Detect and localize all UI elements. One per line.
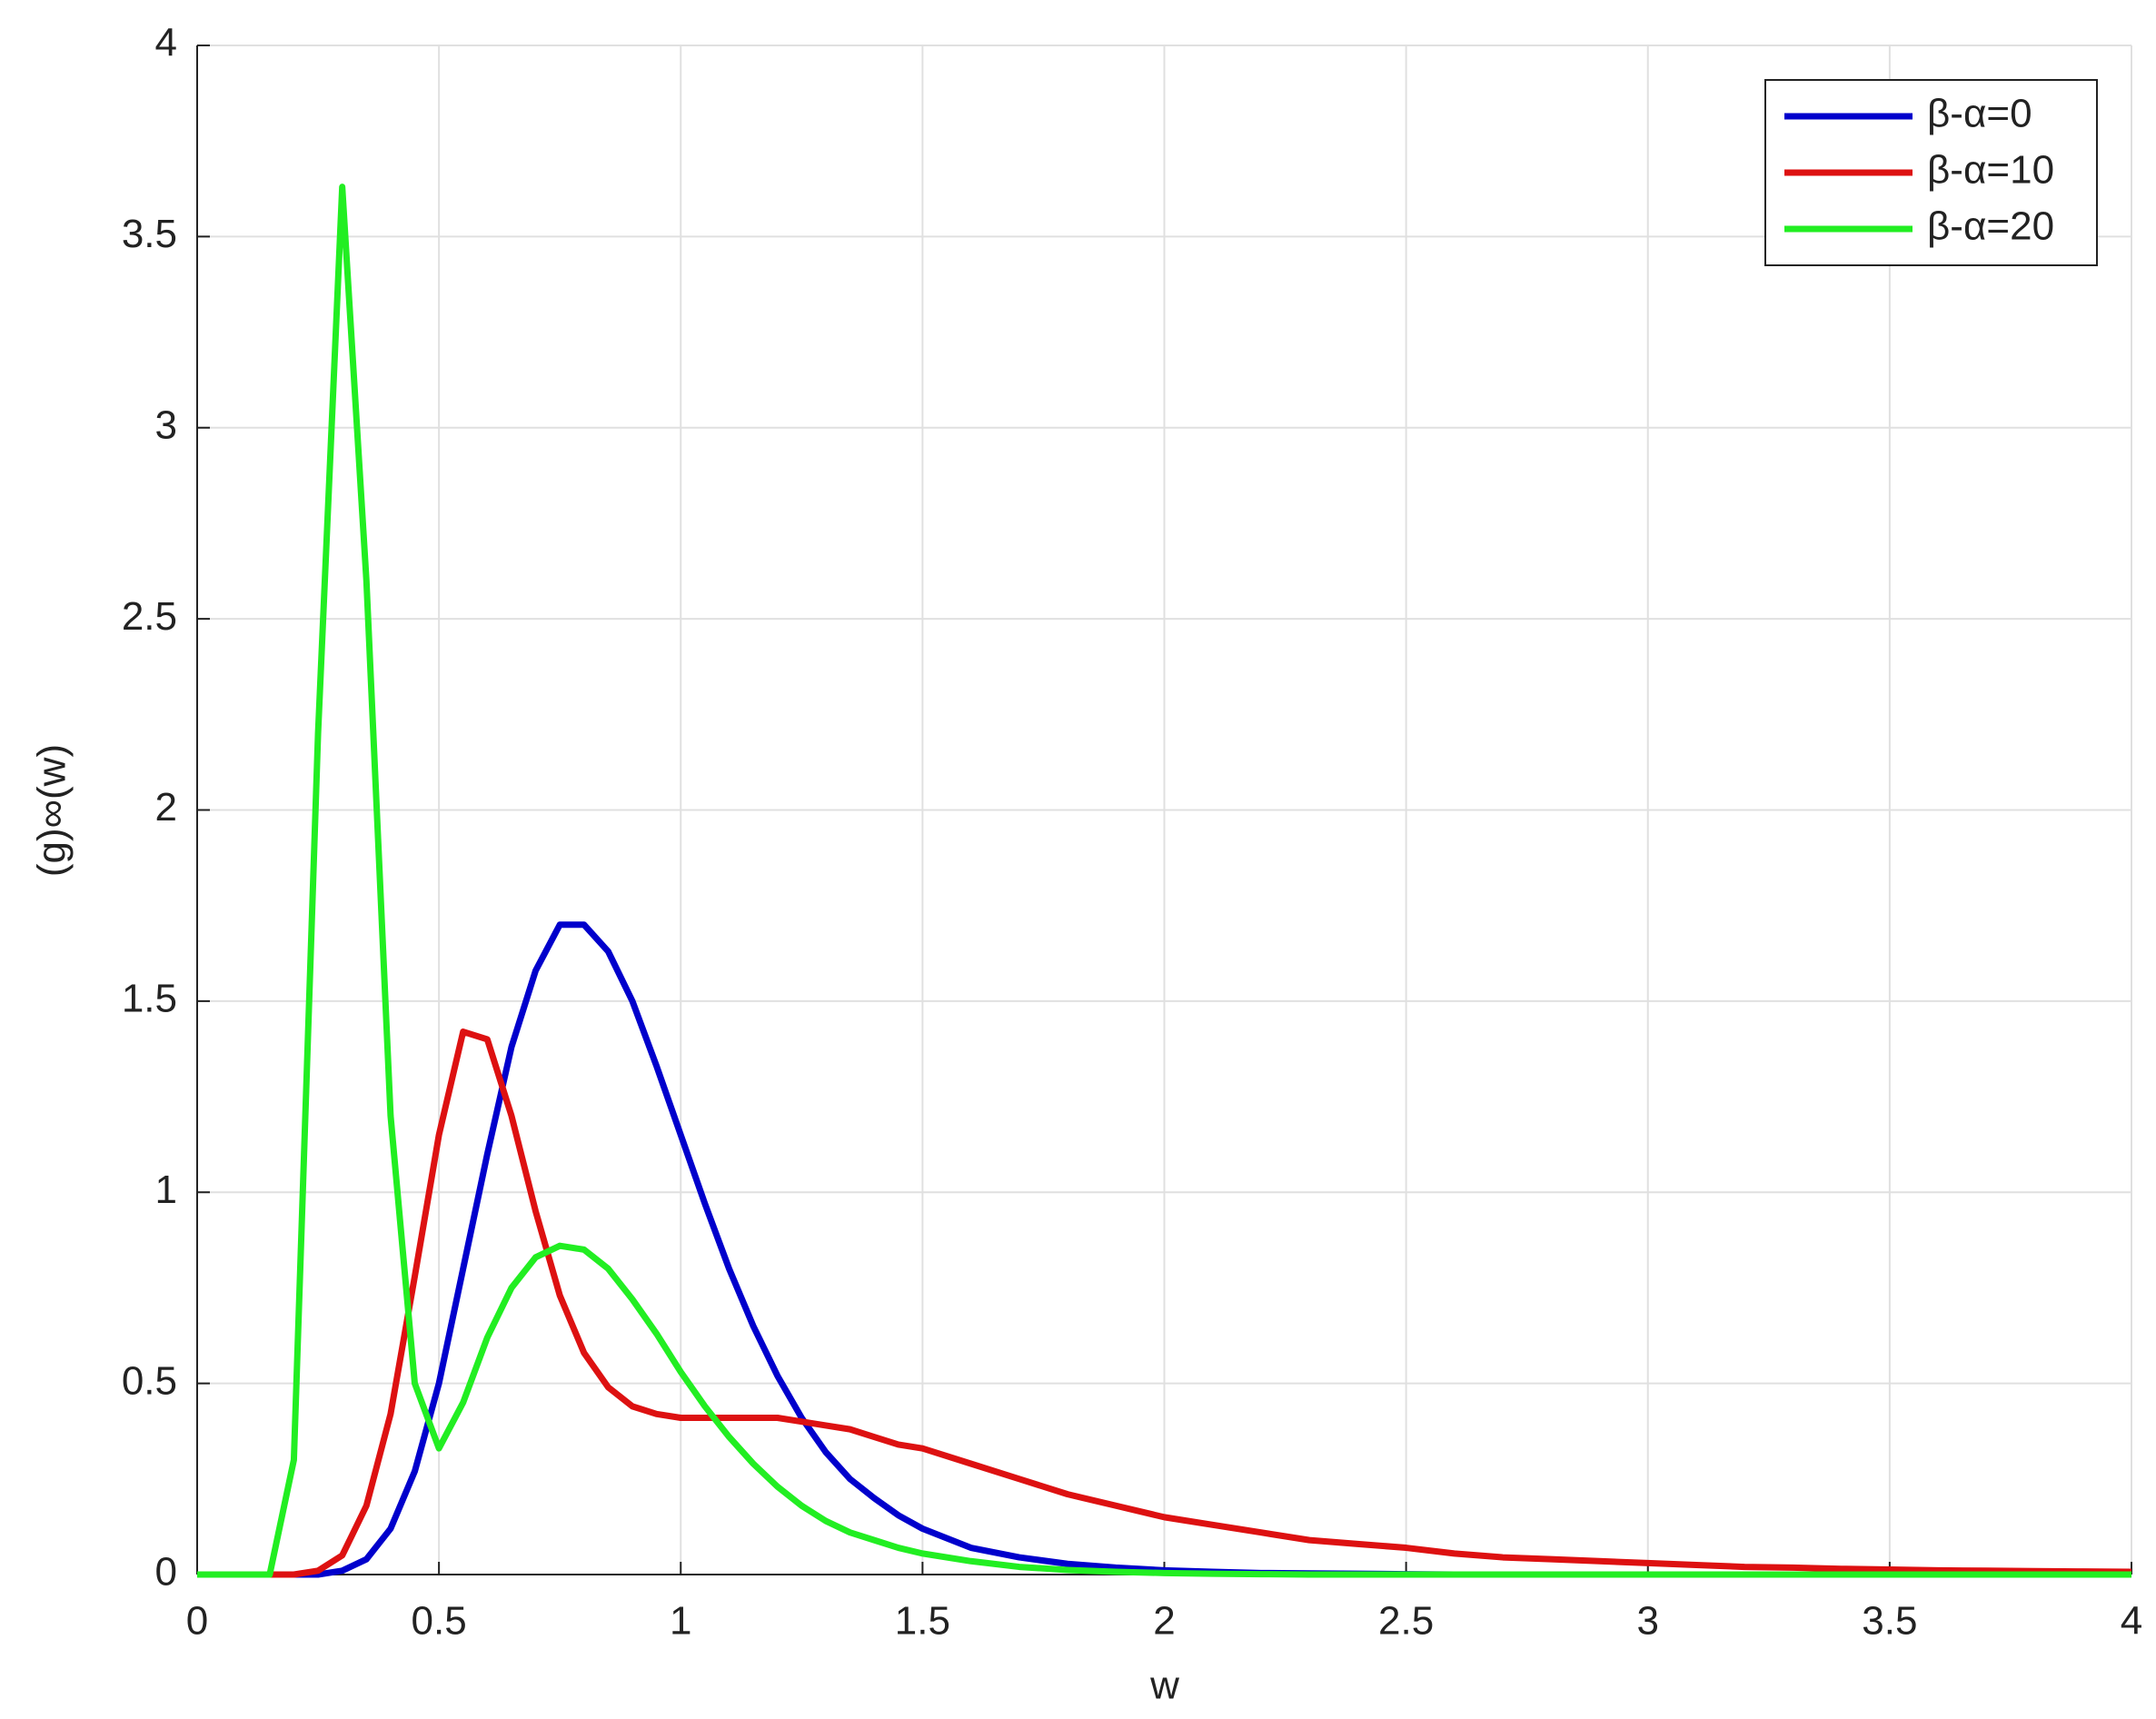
x-tick-label: 0 (186, 1599, 208, 1644)
y-tick-label: 4 (155, 21, 177, 65)
y-tick-label: 3 (155, 402, 177, 447)
y-tick-label: 0 (155, 1550, 177, 1595)
x-tick-label: 3.5 (1862, 1599, 1917, 1644)
x-axis-label: w (1149, 1664, 1179, 1708)
x-tick-label: 3 (1637, 1599, 1659, 1644)
y-tick-label: 3.5 (122, 212, 177, 256)
x-tick-label: 2.5 (1378, 1599, 1434, 1644)
x-tick-label: 2 (1153, 1599, 1175, 1644)
y-tick-label: 1 (155, 1168, 177, 1212)
y-tick-label: 2 (155, 785, 177, 830)
x-tick-label: 1 (670, 1599, 691, 1644)
legend-label: β-α=20 (1927, 204, 2054, 249)
y-tick-label: 1.5 (122, 977, 177, 1021)
y-tick-label: 2.5 (122, 594, 177, 639)
x-tick-label: 4 (2121, 1599, 2142, 1644)
x-tick-label: 1.5 (895, 1599, 950, 1644)
x-tick-label: 0.5 (412, 1599, 467, 1644)
series-line (197, 1028, 2132, 1578)
legend-label: β-α=0 (1927, 92, 2032, 136)
y-axis-label: (g)∞(w) (30, 744, 75, 877)
legend-label: β-α=10 (1927, 148, 2054, 193)
series-line (197, 184, 2131, 1578)
y-tick-label: 0.5 (122, 1358, 177, 1403)
